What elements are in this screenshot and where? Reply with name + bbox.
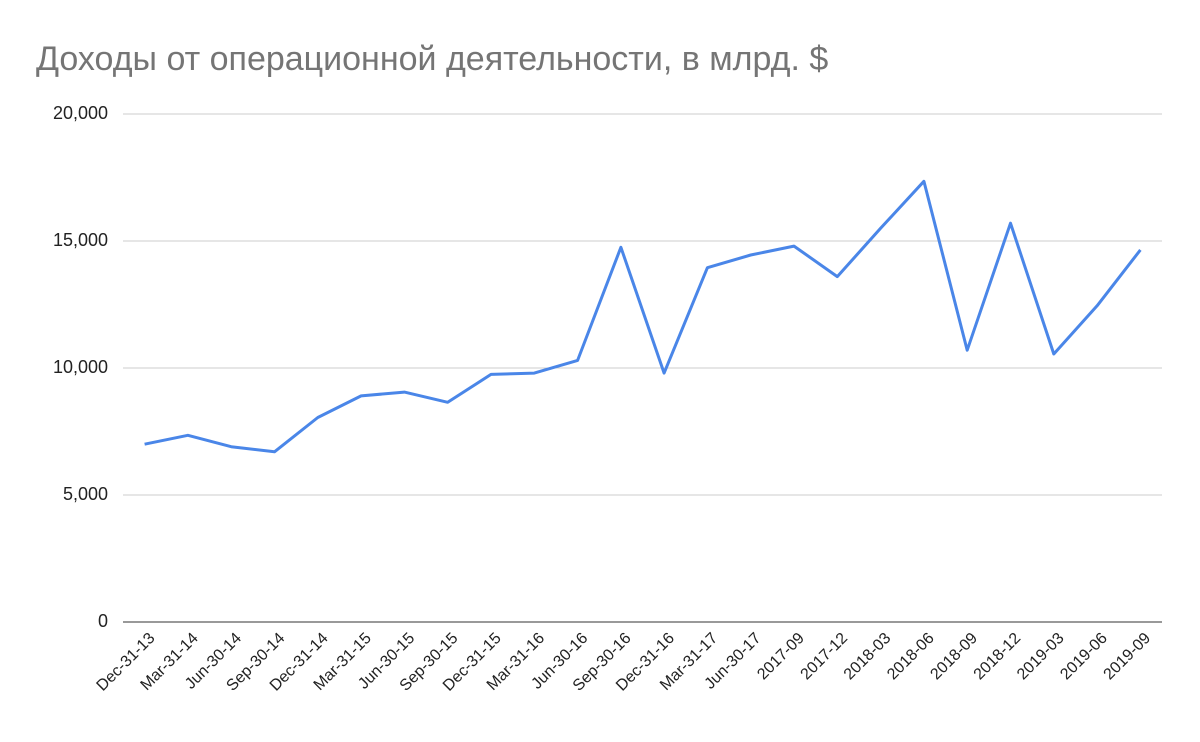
y-tick-label: 20,000 xyxy=(53,103,108,123)
y-tick-label: 10,000 xyxy=(53,357,108,377)
y-tick-label: 15,000 xyxy=(53,230,108,250)
chart-title: Доходы от операционной деятельности, в м… xyxy=(36,40,828,78)
y-tick-label: 0 xyxy=(98,611,108,631)
data-line xyxy=(144,179,1142,454)
y-tick-label: 5,000 xyxy=(63,484,108,504)
